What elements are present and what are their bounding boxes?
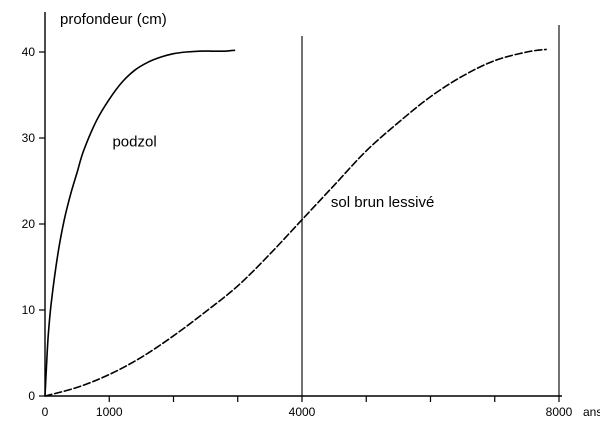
series-group: [44, 48, 547, 397]
series-label: sol brun lessivé: [331, 194, 434, 211]
x-axis-unit: ans: [583, 405, 600, 419]
y-tick-label: 20: [22, 217, 36, 231]
axes: 0 10 20 30 40 1000 4000 8000 0 ans profondeur (cm): [22, 11, 600, 419]
y-tick-label: 0: [28, 389, 35, 403]
series-line-podzol: [44, 49, 236, 397]
y-axis-title: profondeur (cm): [60, 11, 167, 28]
y-tick-label: 10: [22, 303, 36, 317]
labels-group: podzol sol brun lessivé: [112, 134, 434, 211]
origin-label: 0: [42, 405, 49, 419]
y-tick-label: 30: [22, 131, 36, 145]
series-label: podzol: [112, 134, 156, 151]
x-tick-label: 4000: [289, 405, 316, 419]
x-tick-label: 8000: [546, 405, 573, 419]
series-line-sol-brun-lessive: [44, 48, 547, 397]
y-tick-label: 40: [22, 45, 36, 59]
reference-lines: [301, 25, 560, 396]
x-tick-label: 1000: [96, 405, 123, 419]
